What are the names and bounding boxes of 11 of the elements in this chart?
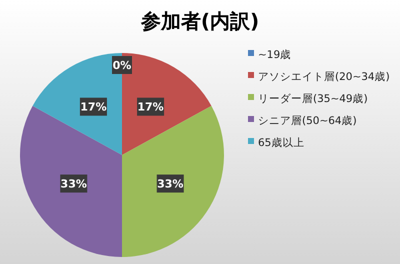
data-label: 17% — [80, 100, 107, 114]
legend-label: リーダー層(35~49歳) — [258, 92, 368, 105]
legend-label: 65歳以上 — [258, 136, 304, 149]
data-label: 33% — [60, 178, 87, 191]
text: 0% — [112, 59, 132, 72]
data-label: 33% — [157, 178, 184, 191]
legend-label: ~19歳 — [258, 48, 292, 61]
legend-label: アソシエイト層(20~34歳) — [258, 70, 390, 83]
data-label: 17% — [137, 100, 164, 114]
chart-title: 参加者(内訳) — [140, 9, 260, 33]
legend-label: シニア層(50~64歳) — [258, 114, 357, 127]
